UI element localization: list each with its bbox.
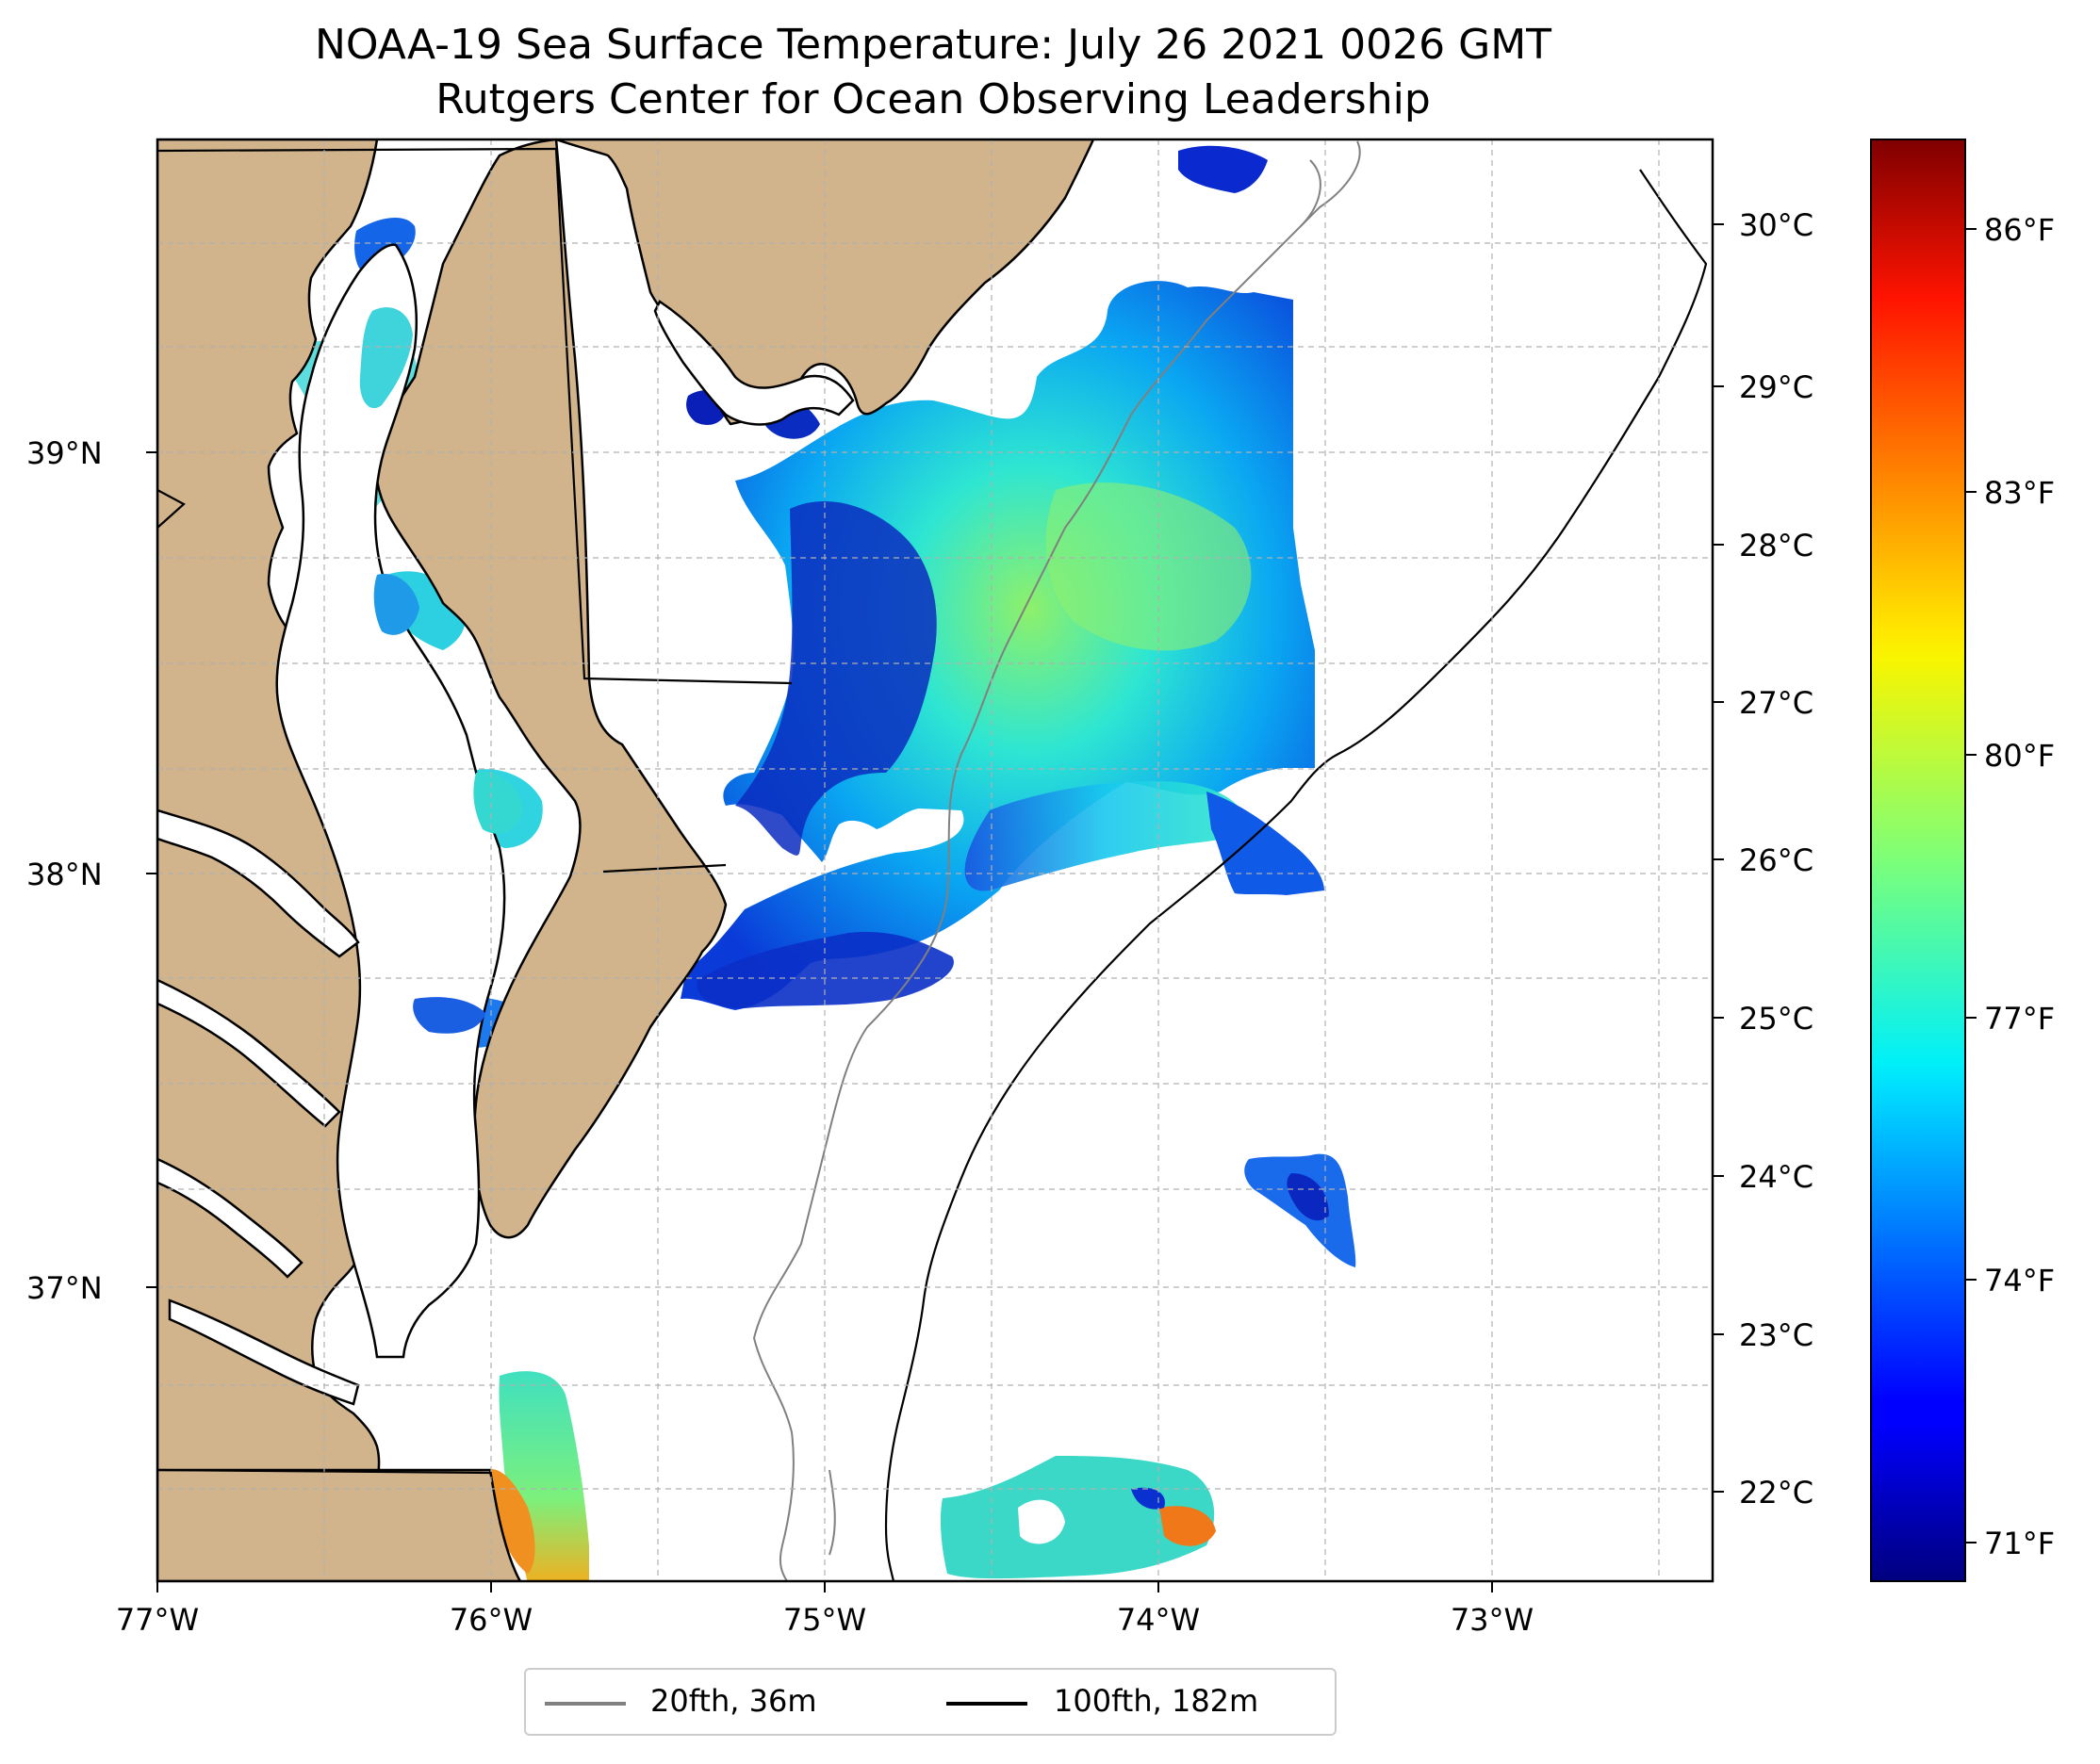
fahrenheit-label-77: 77°F <box>1984 1001 2056 1037</box>
chart-title: NOAA-19 Sea Surface Temperature: July 26… <box>314 21 1552 69</box>
celsius-label-22: 22°C <box>1739 1475 1814 1511</box>
sst-bay-layer <box>359 307 523 1034</box>
fahrenheit-label-74: 74°F <box>1984 1263 2056 1298</box>
gridlines <box>157 139 1713 1581</box>
chesapeake-bay <box>157 243 855 1406</box>
fahrenheit-label-71: 71°F <box>1984 1526 2056 1561</box>
lat-label-37: 37°N <box>26 1270 103 1306</box>
celsius-label-25: 25°C <box>1739 1001 1814 1037</box>
lon-label-77w: 77°W <box>115 1602 200 1638</box>
lat-label-39: 39°N <box>26 435 103 471</box>
sst-bottom-patch <box>940 1456 1215 1579</box>
land-new-jersey <box>554 139 1095 426</box>
legend-line-20fth <box>545 1702 626 1706</box>
land-virginia-south <box>157 1468 522 1581</box>
lat-label-38: 38°N <box>26 857 103 892</box>
tick-marks <box>146 223 1724 1592</box>
isobath-20fth <box>752 140 1361 1581</box>
sst-east-patch <box>1206 792 1324 895</box>
sst-band-southeast <box>964 781 1246 891</box>
lon-label-73w: 73°W <box>1450 1602 1534 1638</box>
rappahannock-river <box>157 978 341 1128</box>
colorbar <box>1870 139 1966 1582</box>
sst-bay-lower <box>473 772 523 834</box>
sst-main-patch <box>681 281 1315 1010</box>
border-pa-md <box>157 147 557 153</box>
celsius-label-27: 27°C <box>1739 685 1814 721</box>
celsius-label-23: 23°C <box>1739 1317 1814 1353</box>
sst-bay-mouth <box>413 997 485 1034</box>
sst-cold-band <box>735 500 937 856</box>
sst-bottom-blue <box>1131 1487 1165 1510</box>
lon-label-74w: 74°W <box>1116 1602 1201 1638</box>
james-river <box>168 1298 360 1406</box>
fahrenheit-label-83: 83°F <box>1984 475 2056 511</box>
york-river <box>157 1157 304 1279</box>
border-md-va-west <box>157 489 186 529</box>
celsius-label-24: 24°C <box>1739 1159 1814 1195</box>
celsius-label-26: 26°C <box>1739 842 1814 878</box>
sst-warm-core <box>1045 482 1252 651</box>
sst-offshore-south-core <box>1287 1173 1329 1221</box>
border-md-va <box>602 863 727 874</box>
sst-bay-mid <box>373 574 419 635</box>
legend: 20fth, 36m 100fth, 182m <box>524 1668 1337 1736</box>
land-delmarva <box>373 139 728 1239</box>
lon-label-75w: 75°W <box>782 1602 867 1638</box>
legend-label-20fth: 20fth, 36m <box>650 1683 817 1719</box>
chart-subtitle: Rutgers Center for Ocean Observing Leade… <box>435 75 1431 123</box>
sst-north-patch <box>1178 145 1268 193</box>
celsius-label-29: 29°C <box>1739 369 1814 405</box>
potomac-river <box>157 808 360 958</box>
sst-bay-upper <box>359 307 413 409</box>
celsius-label-28: 28°C <box>1739 528 1814 564</box>
sst-bottom-hole <box>1018 1499 1065 1544</box>
sst-cold-band-2 <box>697 932 954 1008</box>
sst-south-coast-warm <box>485 1469 535 1574</box>
fahrenheit-label-86: 86°F <box>1984 212 2056 248</box>
delaware-bay <box>653 300 855 426</box>
legend-label-100fth: 100fth, 182m <box>1054 1683 1259 1719</box>
celsius-label-30: 30°C <box>1739 207 1814 243</box>
fahrenheit-label-80: 80°F <box>1984 738 2056 774</box>
border-md-de <box>554 148 793 685</box>
isobath-100fth <box>884 169 1708 1581</box>
colorbar-ticks <box>1965 228 1977 1544</box>
map-area <box>157 139 1713 1581</box>
legend-line-100fth <box>946 1702 1027 1706</box>
sst-bottom-warm <box>1159 1506 1216 1546</box>
lon-label-76w: 76°W <box>449 1602 533 1638</box>
